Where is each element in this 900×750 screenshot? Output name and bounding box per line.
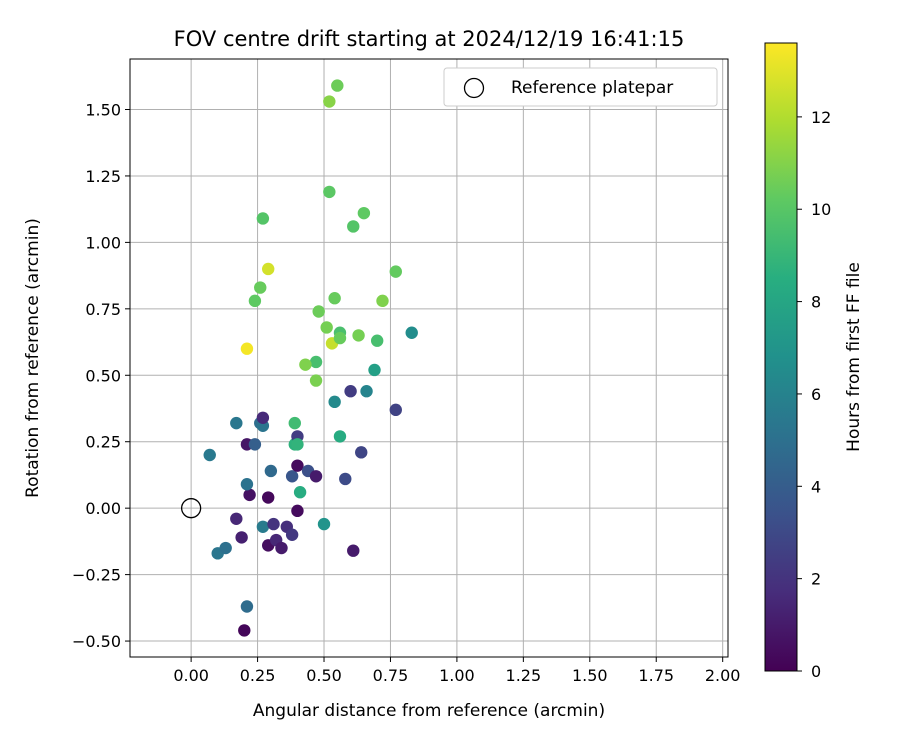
y-tick-label: 0.75 bbox=[85, 300, 121, 319]
data-point bbox=[285, 470, 299, 483]
data-point bbox=[240, 600, 254, 613]
y-tick-label: 1.50 bbox=[85, 100, 121, 119]
legend: Reference platepar bbox=[443, 67, 718, 107]
data-point bbox=[328, 395, 341, 409]
data-point bbox=[389, 403, 402, 417]
colorbar-ticks: 0 2 4 6 8 10 12 bbox=[797, 108, 831, 681]
data-point bbox=[344, 385, 357, 398]
colorbar-tick-label: 4 bbox=[811, 477, 821, 496]
data-point bbox=[389, 265, 402, 278]
y-tick-label: 0.00 bbox=[85, 499, 121, 518]
data-point bbox=[285, 528, 299, 541]
data-point bbox=[288, 416, 301, 430]
y-tick-label: 1.25 bbox=[85, 167, 121, 186]
data-point bbox=[312, 305, 325, 318]
data-point bbox=[352, 329, 365, 342]
colorbar-gradient bbox=[764, 42, 798, 672]
legend-label: Reference platepar bbox=[511, 78, 673, 98]
x-tick-label: 1.25 bbox=[506, 666, 542, 685]
data-point bbox=[357, 206, 371, 220]
colorbar-tick-label: 10 bbox=[811, 200, 831, 219]
colorbar-tick-label: 8 bbox=[811, 293, 821, 312]
data-point bbox=[320, 321, 333, 334]
chart-title: FOV centre drift starting at 2024/12/19 … bbox=[174, 27, 685, 51]
x-tick-label: 1.00 bbox=[439, 666, 475, 685]
x-tick-label: 0.00 bbox=[173, 666, 209, 685]
data-point bbox=[293, 486, 307, 499]
data-point bbox=[219, 541, 232, 555]
data-point bbox=[256, 212, 270, 225]
data-point bbox=[333, 430, 347, 443]
x-tick-label: 2.00 bbox=[705, 666, 741, 685]
data-point bbox=[291, 504, 304, 518]
data-point bbox=[309, 355, 323, 369]
data-point bbox=[339, 472, 352, 486]
x-tick-label: 1.75 bbox=[638, 666, 674, 685]
data-point bbox=[248, 438, 262, 451]
data-point bbox=[291, 459, 304, 472]
data-point bbox=[262, 262, 275, 276]
data-point bbox=[355, 446, 368, 459]
colorbar-tick-label: 12 bbox=[811, 108, 831, 127]
y-tick-label: −0.50 bbox=[72, 632, 121, 651]
data-point bbox=[243, 488, 256, 502]
data-point bbox=[347, 544, 360, 557]
data-point bbox=[347, 220, 360, 233]
y-axis-label: Rotation from reference (arcmin) bbox=[23, 218, 43, 498]
data-points bbox=[180, 79, 418, 637]
data-point bbox=[203, 448, 216, 462]
colorbar-tick-label: 2 bbox=[811, 570, 821, 589]
y-tick-label: −0.25 bbox=[72, 566, 121, 585]
data-point bbox=[235, 531, 248, 544]
data-point bbox=[368, 363, 381, 377]
data-point bbox=[328, 292, 341, 305]
data-point bbox=[317, 517, 331, 531]
data-point bbox=[256, 411, 270, 424]
legend-box bbox=[443, 67, 718, 107]
colorbar-label: Hours from first FF file bbox=[844, 262, 864, 452]
data-point bbox=[238, 624, 251, 637]
data-point bbox=[405, 326, 418, 339]
data-point bbox=[248, 294, 262, 308]
data-point bbox=[299, 358, 312, 371]
x-axis-ticks: 0.00 0.25 0.50 0.75 1.00 1.25 1.50 1.75 2.00 bbox=[173, 657, 740, 685]
data-point bbox=[309, 374, 323, 387]
data-point bbox=[240, 342, 254, 355]
data-point bbox=[309, 470, 323, 483]
y-axis-ticks: −0.50 −0.25 0.00 0.25 0.50 0.75 1.00 1.25 1.50 bbox=[72, 100, 130, 651]
y-tick-label: 0.50 bbox=[85, 366, 121, 385]
x-tick-label: 1.50 bbox=[572, 666, 608, 685]
data-point bbox=[230, 416, 243, 430]
y-tick-label: 1.00 bbox=[85, 233, 121, 252]
x-tick-label: 0.50 bbox=[306, 666, 342, 685]
data-point bbox=[360, 385, 373, 398]
data-point bbox=[291, 438, 304, 451]
data-point bbox=[370, 334, 384, 347]
colorbar-tick-label: 0 bbox=[811, 662, 821, 681]
data-point bbox=[333, 331, 347, 345]
data-point bbox=[267, 517, 280, 531]
plot-frame bbox=[129, 58, 729, 658]
data-point bbox=[262, 491, 275, 504]
colorbar-tick-label: 6 bbox=[811, 385, 821, 404]
x-axis-label: Angular distance from reference (arcmin) bbox=[253, 701, 605, 721]
data-point bbox=[376, 294, 389, 308]
data-point bbox=[264, 464, 278, 478]
data-point bbox=[240, 478, 254, 491]
data-point bbox=[275, 541, 288, 555]
data-point bbox=[256, 520, 270, 533]
reference-platepar-marker bbox=[180, 498, 202, 519]
y-tick-label: 0.25 bbox=[85, 433, 121, 452]
data-point bbox=[254, 281, 267, 294]
legend-marker-reference bbox=[463, 77, 485, 99]
x-tick-label: 0.75 bbox=[373, 666, 409, 685]
data-point bbox=[323, 185, 336, 199]
x-tick-label: 0.25 bbox=[240, 666, 276, 685]
data-point bbox=[331, 79, 344, 92]
data-point bbox=[230, 512, 243, 525]
data-point bbox=[323, 95, 336, 108]
grid-lines bbox=[130, 59, 728, 657]
colorbar: 0 2 4 6 8 10 12 Hours from first FF file bbox=[764, 42, 864, 681]
